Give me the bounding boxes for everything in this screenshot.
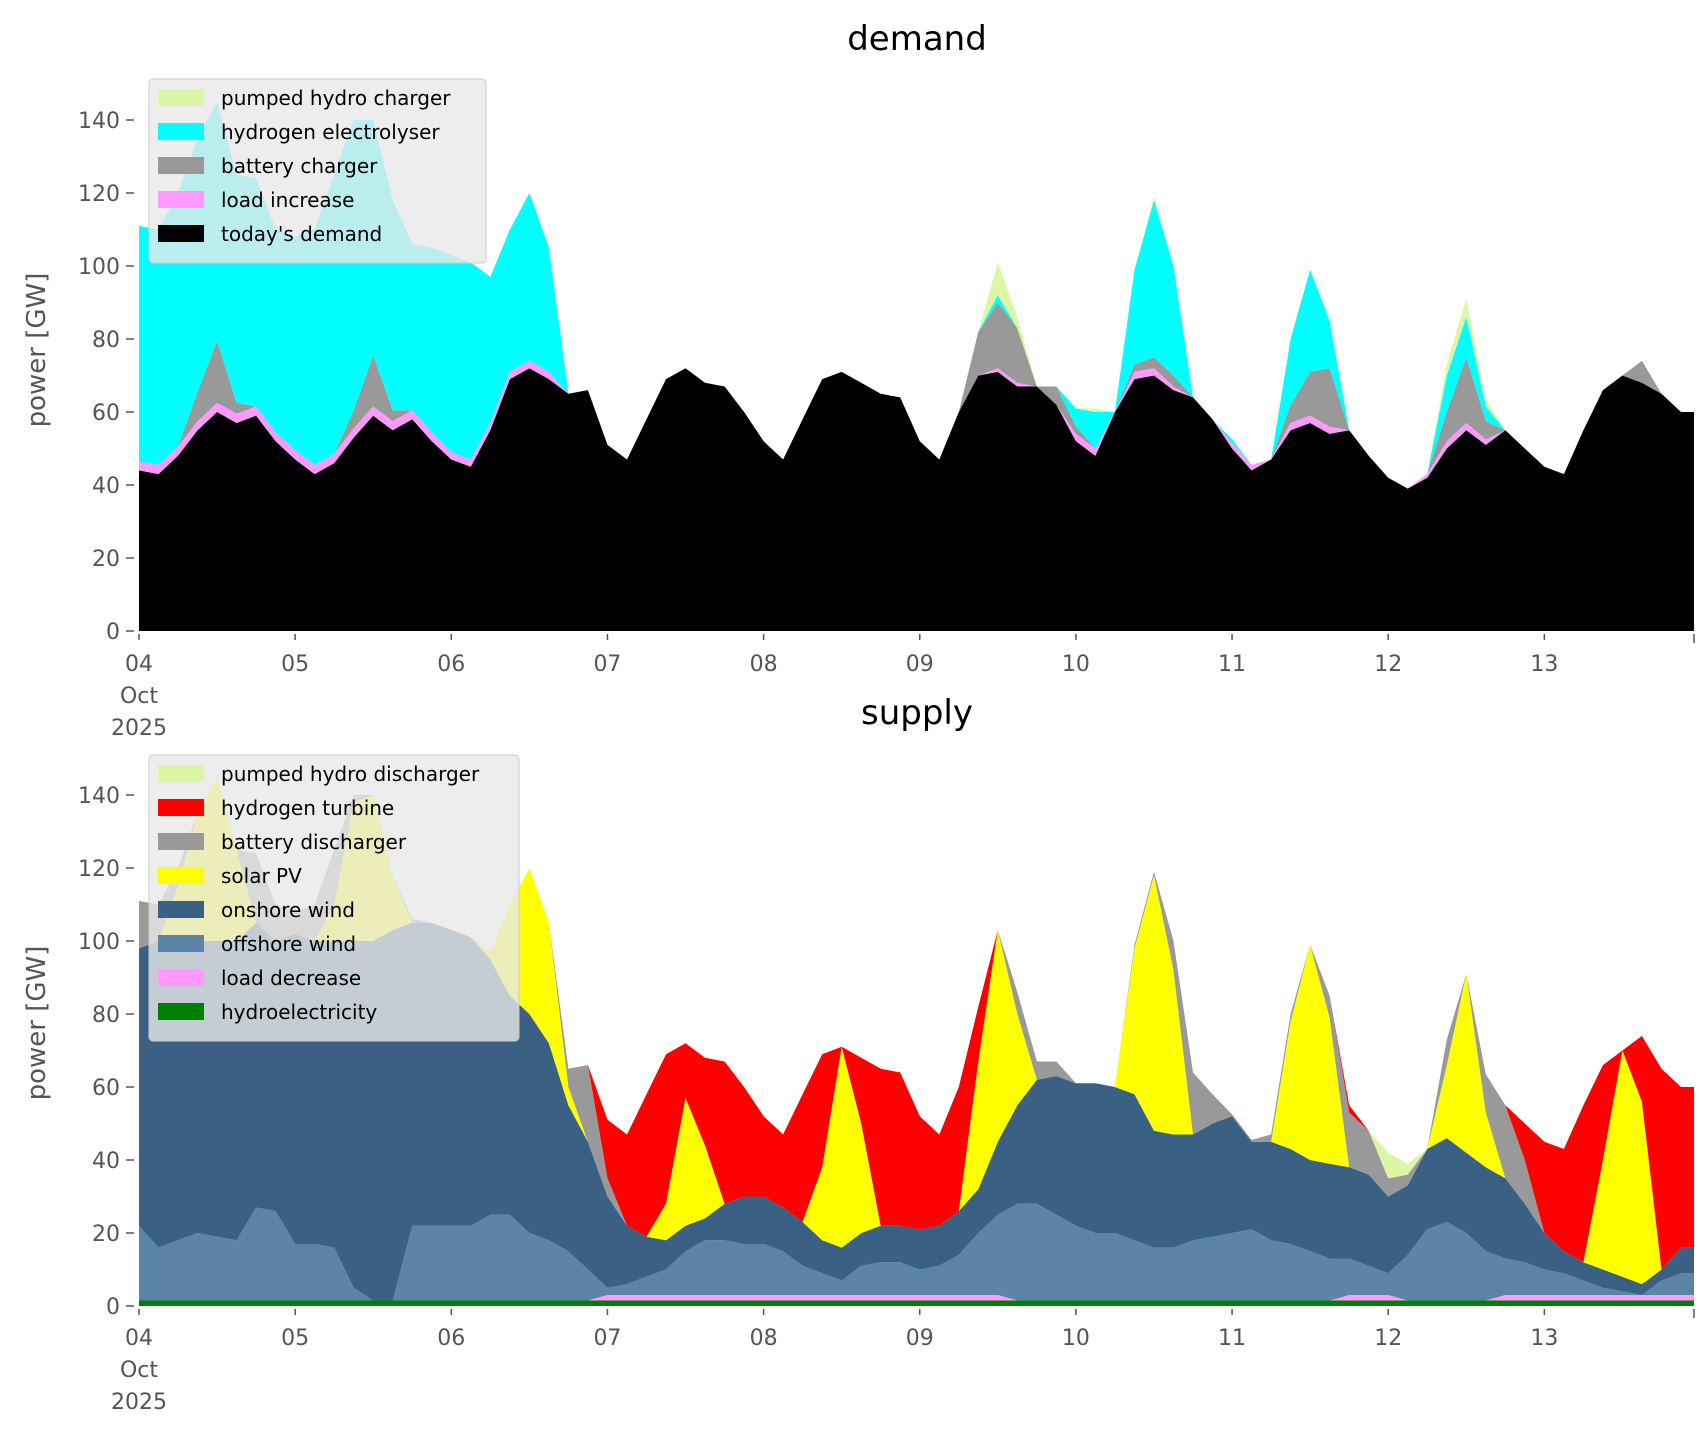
x-tick-label: 11 xyxy=(1218,652,1246,677)
x-tick-label: 07 xyxy=(593,652,621,677)
legend-swatch xyxy=(158,1003,204,1020)
x-tick-label: 2025 xyxy=(111,1390,167,1415)
y-tick-label: 0 xyxy=(106,1295,120,1320)
x-tick-label: 13 xyxy=(1530,1326,1558,1351)
x-tick-label: Oct xyxy=(120,1358,158,1383)
x-tick-label: 11 xyxy=(1218,1326,1246,1351)
chart-title: supply xyxy=(861,693,973,733)
legend-label: load decrease xyxy=(221,966,361,990)
y-tick-label: 120 xyxy=(78,857,120,882)
demand-chart: demand power [GW] 0 20 40 60 80 100 120 140 04 Oc… xyxy=(22,19,1695,741)
legend-swatch xyxy=(158,799,204,816)
y-tick-label: 80 xyxy=(92,328,120,353)
legend-label: solar PV xyxy=(221,864,302,888)
legend-label: pumped hydro charger xyxy=(221,86,451,110)
area-onshore-wind xyxy=(139,922,1694,1301)
area-hydrogen-turbine xyxy=(139,776,1694,1270)
y-tick-label: 80 xyxy=(92,1003,120,1028)
x-tick-label: 06 xyxy=(437,1326,465,1351)
legend-swatch xyxy=(158,191,204,208)
supply-chart: supply power [GW] 0 20 40 60 80 100 120 140 04 Oc… xyxy=(22,693,1695,1415)
legend-swatch xyxy=(158,901,204,918)
x-tick-label: 13 xyxy=(1530,652,1558,677)
legend-label: battery charger xyxy=(221,154,378,178)
legend-swatch xyxy=(158,765,204,782)
x-tick-label: 05 xyxy=(281,652,309,677)
legend-label: hydrogen turbine xyxy=(221,796,394,820)
legend-label: hydrogen electrolyser xyxy=(221,120,440,144)
legend-swatch xyxy=(158,157,204,174)
x-tick-label: 05 xyxy=(281,1326,309,1351)
x-tick-label: 06 xyxy=(437,652,465,677)
legend: pumped hydro discharger hydrogen turbine b… xyxy=(148,754,520,1042)
x-tick-label: 04 xyxy=(125,652,153,677)
legend-swatch xyxy=(158,123,204,140)
legend: pumped hydro charger hydrogen electrolyse… xyxy=(148,78,487,264)
legend-box xyxy=(148,78,487,264)
x-tick-label: 04 xyxy=(125,1326,153,1351)
x-tick-label: 12 xyxy=(1374,652,1402,677)
legend-swatch xyxy=(158,867,204,884)
legend-label: onshore wind xyxy=(221,898,355,922)
legend-label: hydroelectricity xyxy=(221,1000,377,1024)
legend-label: load increase xyxy=(221,188,354,212)
x-tick-label: 07 xyxy=(593,1326,621,1351)
legend-swatch xyxy=(158,833,204,850)
legend-box xyxy=(148,754,520,1042)
y-tick-label: 40 xyxy=(92,1149,120,1174)
legend-label: battery discharger xyxy=(221,830,407,854)
area-load-decrease xyxy=(139,1295,1694,1301)
x-tick-label: 12 xyxy=(1374,1326,1402,1351)
legend-swatch xyxy=(158,935,204,952)
y-tick-label: 40 xyxy=(92,474,120,499)
chart-title: demand xyxy=(847,19,987,59)
y-tick-label: 120 xyxy=(78,182,120,207)
y-tick-label: 140 xyxy=(78,109,120,134)
x-tick-label: 09 xyxy=(906,652,934,677)
y-axis-label: power [GW] xyxy=(22,946,52,1101)
legend-label: offshore wind xyxy=(221,932,356,956)
area-today-s-demand xyxy=(139,368,1694,631)
y-tick-label: 60 xyxy=(92,1076,120,1101)
legend-swatch xyxy=(158,969,204,986)
area-offshore-wind xyxy=(139,1203,1694,1301)
y-tick-label: 100 xyxy=(78,255,120,280)
y-tick-label: 20 xyxy=(92,1222,120,1247)
legend-label: today's demand xyxy=(221,222,382,246)
y-tick-label: 0 xyxy=(106,620,120,645)
legend-swatch xyxy=(158,89,204,106)
area-hydroelectricity xyxy=(139,1300,1694,1306)
x-tick-label: 08 xyxy=(750,652,778,677)
x-tick-label: 10 xyxy=(1062,1326,1090,1351)
x-tick-label: 2025 xyxy=(111,716,167,741)
y-axis-label: power [GW] xyxy=(22,273,52,428)
area-solar-pv xyxy=(139,776,1694,1285)
y-tick-label: 100 xyxy=(78,930,120,955)
y-tick-label: 60 xyxy=(92,401,120,426)
y-tick-label: 140 xyxy=(78,784,120,809)
area-hydrogen-electrolyser xyxy=(139,101,1694,489)
legend-label: pumped hydro discharger xyxy=(221,762,480,786)
legend-swatch xyxy=(158,225,204,242)
y-tick-label: 20 xyxy=(92,547,120,572)
x-tick-label: Oct xyxy=(120,684,158,709)
x-tick-label: 08 xyxy=(750,1326,778,1351)
x-tick-label: 09 xyxy=(906,1326,934,1351)
x-tick-label: 10 xyxy=(1062,652,1090,677)
area-battery-discharger xyxy=(139,776,1694,1270)
